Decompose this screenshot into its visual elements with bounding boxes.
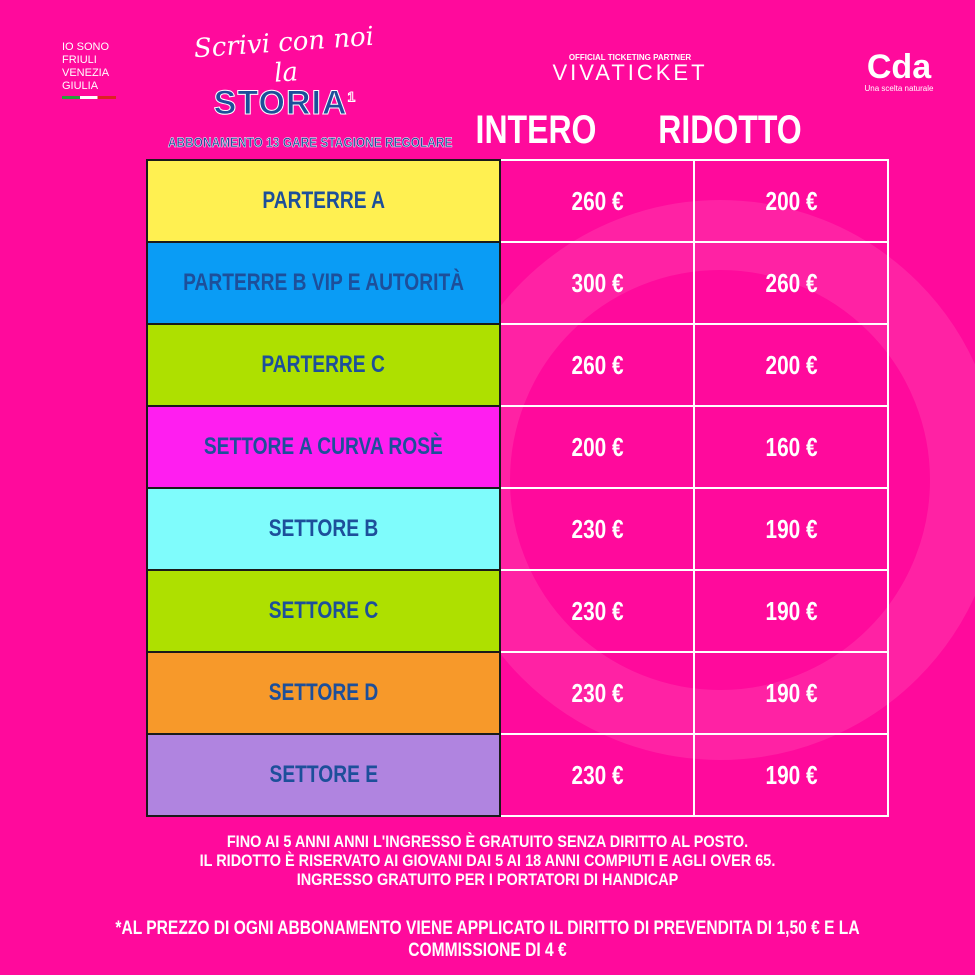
ridotto-price: 190 €: [693, 487, 890, 571]
table-row: SETTORE B 230 € 190 €: [145, 487, 890, 571]
flag-stripe: [62, 96, 116, 99]
partner-name: VIVATICKET: [552, 60, 708, 85]
intero-price: 260 €: [499, 159, 696, 243]
sector-cell: PARTERRE A: [145, 159, 502, 243]
sector-cell-text: SETTORE E: [269, 761, 378, 788]
ridotto-price-text: 200 €: [765, 349, 818, 380]
note-line: IL RIDOTTO È RISERVATO AI GIOVANI DAI 5 …: [199, 851, 776, 870]
sector-cell-text: SETTORE D: [268, 679, 379, 706]
intero-price: 300 €: [499, 241, 696, 325]
intero-price: 230 €: [499, 651, 696, 735]
sector-cell-text: PARTERRE B VIP E AUTORITÀ: [183, 269, 465, 296]
sector-cell: PARTERRE B VIP E AUTORITÀ: [145, 241, 502, 325]
subtitle: ABBONAMENTO 13 GARE STAGIONE REGOLARE: [167, 134, 453, 151]
campaign-title: STORIA1: [185, 84, 385, 123]
footnote: *AL PREZZO DI OGNI ABBONAMENTO VIENE APP…: [0, 918, 975, 962]
table-row: PARTERRE A 260 € 200 €: [145, 159, 890, 243]
sponsor-logo: Cda Una scelta naturale: [858, 50, 940, 93]
intero-price: 200 €: [499, 405, 696, 489]
sponsor-tagline: Una scelta naturale: [864, 84, 934, 93]
ticketing-partner-logo: OFFICIAL TICKETING PARTNER VIVATICKET: [540, 53, 720, 84]
sponsor-name: Cda: [866, 48, 932, 86]
ridotto-price: 190 €: [693, 569, 890, 653]
sector-cell-text: SETTORE A CURVA ROSÈ: [204, 433, 444, 460]
intero-price: 260 €: [499, 323, 696, 407]
ridotto-price: 200 €: [693, 323, 890, 407]
ridotto-price: 200 €: [693, 159, 890, 243]
region-logo: IO SONO FRIULI VENEZIA GIULIA: [62, 41, 116, 99]
campaign-title-text: STORIA: [213, 84, 348, 123]
region-logo-line: IO SONO: [62, 41, 110, 53]
intero-price: 230 €: [499, 733, 696, 817]
table-row: SETTORE A CURVA ROSÈ 200 € 160 €: [145, 405, 890, 489]
sector-cell: SETTORE A CURVA ROSÈ: [145, 405, 502, 489]
table-row: PARTERRE C 260 € 200 €: [145, 323, 890, 407]
sector-cell-text: PARTERRE A: [262, 187, 385, 214]
ridotto-price-text: 190 €: [765, 513, 818, 544]
ridotto-price-text: 190 €: [765, 759, 818, 790]
table-row: PARTERRE B VIP E AUTORITÀ 300 € 260 €: [145, 241, 890, 325]
partner-label: OFFICIAL TICKETING PARTNER: [568, 53, 692, 62]
note-line: INGRESSO GRATUITO PER I PORTATORI DI HAN…: [296, 870, 679, 889]
region-logo-line: GIULIA: [62, 80, 99, 92]
table-row: SETTORE D 230 € 190 €: [145, 651, 890, 735]
notes: FINO AI 5 ANNI ANNI L'INGRESSO È GRATUIT…: [0, 832, 975, 889]
intero-price-text: 300 €: [571, 267, 624, 298]
footnote-text: *AL PREZZO DI OGNI ABBONAMENTO VIENE APP…: [115, 918, 860, 961]
ridotto-price: 160 €: [693, 405, 890, 489]
column-header-ridotto: RIDOTTO: [658, 108, 802, 152]
column-header-intero: INTERO: [475, 108, 597, 152]
intero-price-text: 230 €: [571, 759, 624, 790]
sector-cell-text: PARTERRE C: [261, 351, 386, 378]
ridotto-price-text: 160 €: [765, 431, 818, 462]
ridotto-price-text: 190 €: [765, 595, 818, 626]
intero-price-text: 260 €: [571, 185, 624, 216]
sector-cell: SETTORE E: [145, 733, 502, 817]
region-logo-line: VENEZIA: [62, 67, 110, 79]
intero-price-text: 230 €: [571, 677, 624, 708]
intero-price-text: 200 €: [571, 431, 624, 462]
intero-price-text: 230 €: [571, 513, 624, 544]
note-line: FINO AI 5 ANNI ANNI L'INGRESSO È GRATUIT…: [226, 832, 749, 851]
table-row: SETTORE E 230 € 190 €: [145, 733, 890, 817]
sector-cell-text: SETTORE B: [268, 515, 379, 542]
ridotto-price-text: 260 €: [765, 267, 818, 298]
campaign-sup: 1: [347, 88, 357, 105]
ridotto-price: 190 €: [693, 651, 890, 735]
sector-cell: SETTORE C: [145, 569, 502, 653]
region-logo-line: FRIULI: [62, 54, 97, 66]
sector-cell: SETTORE D: [145, 651, 502, 735]
intero-price: 230 €: [499, 487, 696, 571]
sector-cell-text: SETTORE C: [268, 597, 379, 624]
intero-price-text: 230 €: [571, 595, 624, 626]
ridotto-price-text: 190 €: [765, 677, 818, 708]
intero-price: 230 €: [499, 569, 696, 653]
ridotto-price-text: 200 €: [765, 185, 818, 216]
sector-cell: SETTORE B: [145, 487, 502, 571]
ridotto-price: 190 €: [693, 733, 890, 817]
intero-price-text: 260 €: [571, 349, 624, 380]
campaign-logo: Scrivi con noi la STORIA1: [185, 22, 385, 123]
sector-cell: PARTERRE C: [145, 323, 502, 407]
table-row: SETTORE C 230 € 190 €: [145, 569, 890, 653]
ridotto-price: 260 €: [693, 241, 890, 325]
price-table: PARTERRE A 260 € 200 € PARTERRE B VIP E AUT…: [145, 159, 890, 817]
